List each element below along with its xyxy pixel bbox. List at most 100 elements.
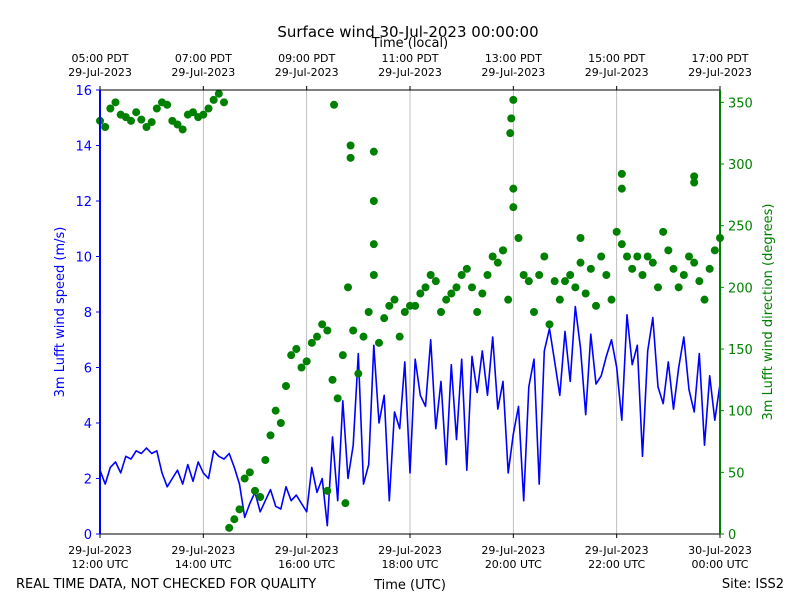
direction-point (540, 252, 549, 261)
direction-point (390, 295, 399, 304)
direction-point (586, 264, 595, 273)
left-tick-label: 14 (75, 140, 92, 155)
top-tick-time-label: 09:00 PDT (278, 52, 335, 65)
direction-layer (96, 89, 724, 532)
direction-point (276, 419, 285, 427)
direction-point (612, 227, 621, 236)
direction-point (561, 277, 569, 286)
direction-point (700, 295, 709, 304)
direction-point (555, 295, 564, 304)
direction-outlier-point (509, 95, 518, 104)
direction-outlier-point (506, 129, 515, 138)
left-tick-label: 12 (75, 195, 92, 210)
direction-point (447, 289, 456, 298)
bottom-tick-time-label: 22:00 UTC (588, 558, 645, 571)
direction-point (442, 295, 451, 304)
direction-outlier-point (346, 153, 355, 162)
direction-outlier-point (341, 499, 350, 508)
top-tick-date-label: 29-Jul-2023 (585, 66, 649, 79)
direction-point (101, 123, 110, 131)
direction-point (359, 332, 368, 341)
bottom-tick-time-label: 20:00 UTC (485, 558, 542, 571)
direction-point (617, 240, 626, 249)
direction-point (674, 283, 683, 292)
direction-point (380, 314, 389, 323)
direction-outlier-point (323, 486, 332, 495)
direction-point (204, 104, 213, 113)
direction-outlier-point (690, 178, 699, 187)
direction-point (648, 258, 657, 267)
direction-point (633, 252, 642, 261)
top-axis-label: Time (local) (371, 36, 448, 51)
bottom-tick-date-label: 29-Jul-2023 (171, 544, 235, 557)
direction-point (473, 308, 482, 316)
direction-point (576, 258, 585, 267)
direction-point (127, 116, 135, 125)
direction-point (313, 332, 321, 341)
direction-point (147, 118, 156, 127)
direction-outlier-point (499, 246, 507, 255)
direction-point (710, 246, 719, 255)
direction-point (354, 369, 363, 378)
direction-outlier-point (369, 197, 378, 205)
direction-point (400, 308, 409, 316)
direction-point (256, 493, 265, 501)
direction-outlier-point (617, 184, 626, 193)
direction-point (111, 98, 120, 107)
direction-point (437, 308, 445, 316)
right-tick-label: 250 (728, 220, 753, 235)
direction-point (302, 357, 311, 366)
top-tick-date-label: 29-Jul-2023 (481, 66, 545, 79)
direction-point (452, 283, 461, 292)
direction-point (679, 271, 688, 279)
top-tick-time-label: 07:00 PDT (175, 52, 232, 65)
right-tick-label: 50 (728, 466, 745, 481)
direction-point (602, 271, 611, 279)
direction-point (328, 375, 337, 384)
direction-point (566, 271, 575, 279)
direction-point (132, 108, 141, 117)
direction-point (571, 283, 580, 292)
direction-point (623, 252, 631, 261)
direction-point (607, 295, 616, 304)
direction-point (209, 95, 218, 104)
top-tick-date-label: 29-Jul-2023 (378, 66, 442, 79)
top-tick-time-label: 05:00 PDT (71, 52, 128, 65)
direction-point (338, 351, 347, 360)
bottom-tick-time-label: 00:00 UTC (691, 558, 748, 571)
direction-point (426, 271, 435, 279)
left-tick-label: 6 (84, 362, 92, 377)
direction-point (395, 332, 404, 341)
direction-point (364, 308, 373, 316)
direction-point (142, 123, 151, 131)
direction-point (214, 89, 223, 98)
direction-point (659, 227, 668, 236)
direction-point (385, 301, 394, 310)
direction-outlier-point (509, 203, 518, 212)
direction-point (705, 264, 714, 273)
direction-point (664, 246, 673, 255)
direction-point (235, 505, 244, 514)
bottom-tick-date-label: 29-Jul-2023 (275, 544, 339, 557)
direction-point (199, 110, 208, 119)
direction-point (504, 295, 513, 304)
direction-point (592, 301, 600, 310)
bottom-tick-date-label: 29-Jul-2023 (585, 544, 649, 557)
direction-point (638, 271, 647, 279)
speed-layer (99, 275, 721, 532)
bottom-tick-time-label: 12:00 UTC (71, 558, 128, 571)
bottom-tick-date-label: 29-Jul-2023 (481, 544, 545, 557)
direction-point (478, 289, 487, 298)
right-axis-label: 3m Lufft wind direction (degrees) (761, 204, 776, 421)
direction-point (462, 264, 471, 273)
direction-outlier-point (576, 234, 585, 242)
direction-point (349, 326, 358, 335)
direction-outlier-point (617, 169, 626, 178)
direction-point (261, 456, 270, 464)
direction-point (457, 271, 466, 279)
direction-point (421, 283, 430, 292)
direction-point (545, 320, 554, 329)
direction-point (375, 338, 383, 347)
left-tick-label: 0 (84, 528, 92, 543)
direction-point (581, 289, 590, 298)
